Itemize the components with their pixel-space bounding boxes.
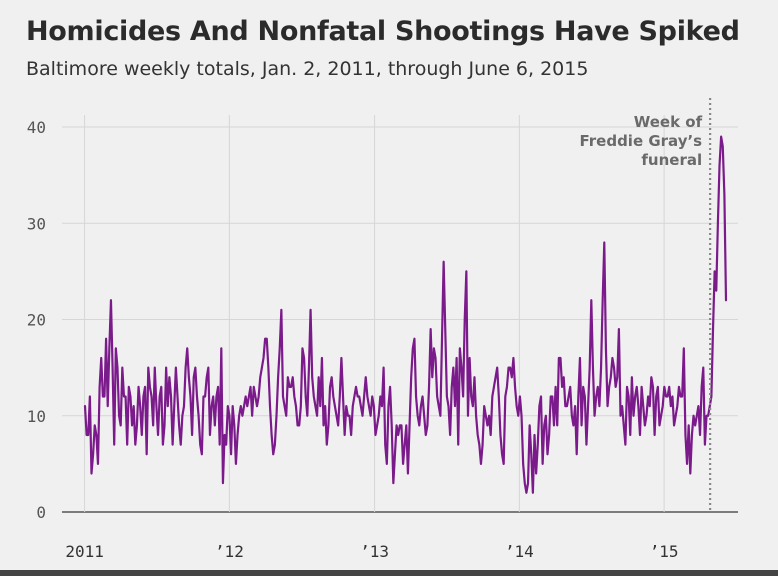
annotation-label: Freddie Gray’s bbox=[579, 132, 702, 150]
y-tick-label: 0 bbox=[36, 503, 46, 522]
series-layer bbox=[83, 135, 728, 494]
y-tick-label: 20 bbox=[27, 311, 46, 330]
chart-title: Homicides And Nonfatal Shootings Have Sp… bbox=[26, 16, 740, 47]
axis-layer: 0 10 20 30 40 2011 ’12 ’13 ’14 ’15 bbox=[27, 118, 679, 561]
x-tick-label: ’14 bbox=[505, 542, 534, 561]
chart-subtitle: Baltimore weekly totals, Jan. 2, 2011, t… bbox=[26, 58, 589, 80]
x-tick-label: 2011 bbox=[65, 542, 104, 561]
y-tick-label: 30 bbox=[27, 214, 46, 233]
y-tick-label: 40 bbox=[27, 118, 46, 137]
annotation-label: Week of bbox=[634, 113, 703, 131]
x-tick-label: ’12 bbox=[215, 542, 244, 561]
x-tick-label: ’15 bbox=[650, 542, 679, 561]
x-tick-label: ’13 bbox=[360, 542, 389, 561]
y-tick-label: 10 bbox=[27, 407, 46, 426]
grid-layer bbox=[62, 115, 738, 513]
series-line bbox=[83, 135, 728, 494]
annotation-label: funeral bbox=[641, 151, 702, 169]
bottom-divider bbox=[0, 570, 778, 576]
